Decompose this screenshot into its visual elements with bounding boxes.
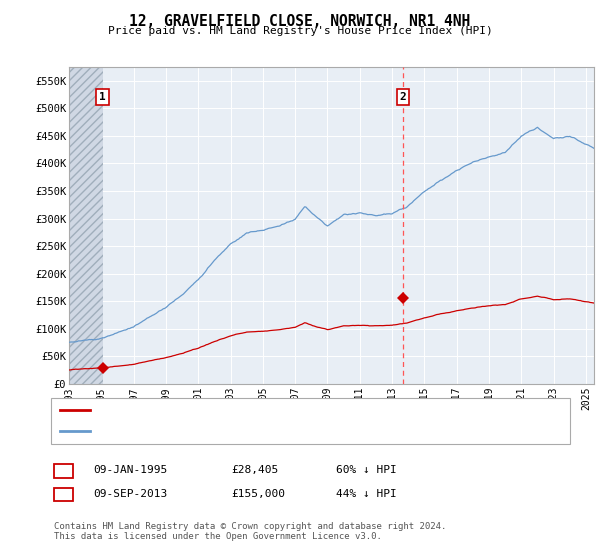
Text: 2: 2 bbox=[400, 92, 407, 102]
Text: Price paid vs. HM Land Registry's House Price Index (HPI): Price paid vs. HM Land Registry's House … bbox=[107, 26, 493, 36]
Bar bbox=[69, 67, 103, 384]
Text: £28,405: £28,405 bbox=[231, 465, 278, 475]
Text: HPI: Average price, detached house, Norwich: HPI: Average price, detached house, Norw… bbox=[96, 426, 365, 436]
Text: 1: 1 bbox=[60, 465, 67, 475]
Text: 09-SEP-2013: 09-SEP-2013 bbox=[93, 489, 167, 499]
Text: 1: 1 bbox=[99, 92, 106, 102]
Text: 12, GRAVELFIELD CLOSE, NORWICH, NR1 4NH: 12, GRAVELFIELD CLOSE, NORWICH, NR1 4NH bbox=[130, 14, 470, 29]
Text: 44% ↓ HPI: 44% ↓ HPI bbox=[336, 489, 397, 499]
Bar bbox=[69, 67, 103, 384]
Text: 09-JAN-1995: 09-JAN-1995 bbox=[93, 465, 167, 475]
Text: £155,000: £155,000 bbox=[231, 489, 285, 499]
Text: 2: 2 bbox=[60, 489, 67, 499]
Text: 12, GRAVELFIELD CLOSE, NORWICH, NR1 4NH (detached house): 12, GRAVELFIELD CLOSE, NORWICH, NR1 4NH … bbox=[96, 405, 446, 416]
Text: Contains HM Land Registry data © Crown copyright and database right 2024.
This d: Contains HM Land Registry data © Crown c… bbox=[54, 522, 446, 542]
Text: 60% ↓ HPI: 60% ↓ HPI bbox=[336, 465, 397, 475]
